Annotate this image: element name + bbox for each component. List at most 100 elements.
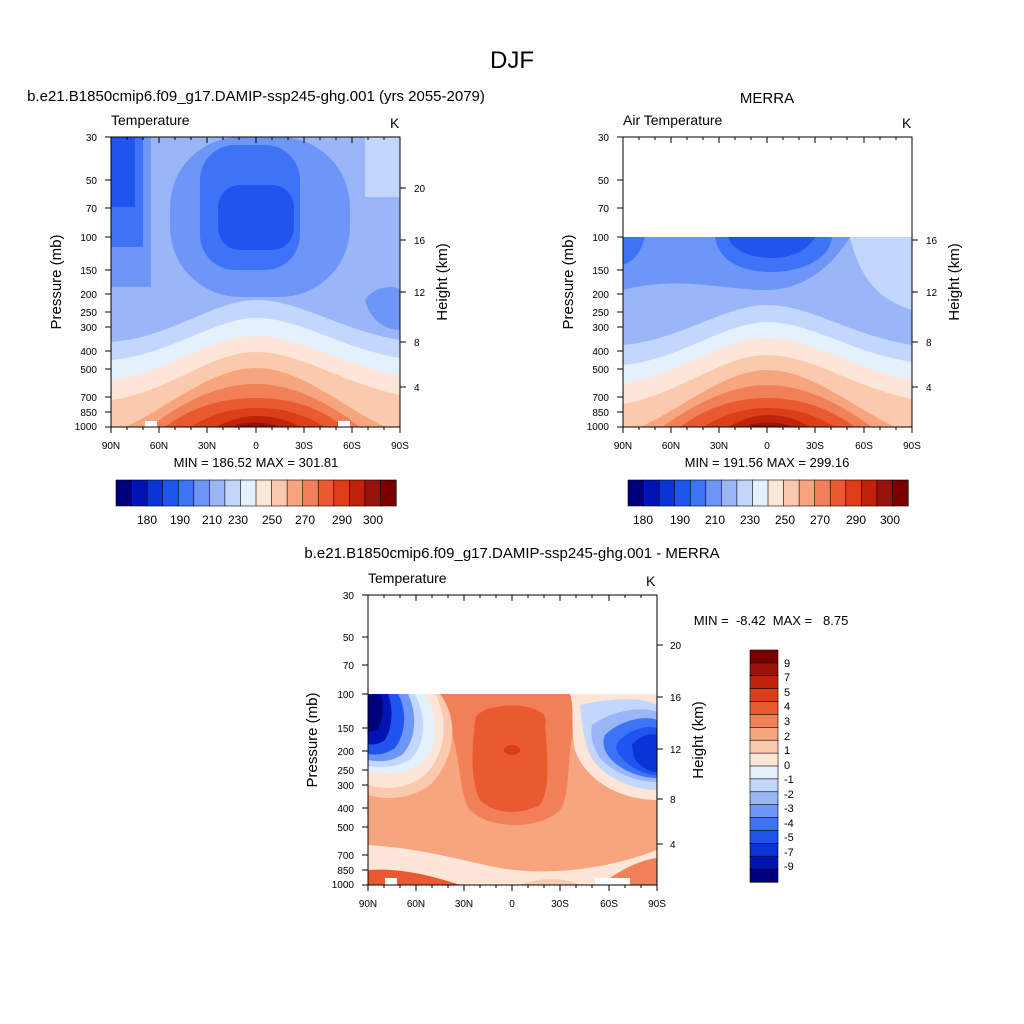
y-ticks-right [400, 187, 406, 388]
x-tick-label: 0 [509, 899, 515, 910]
panel-model-title: b.e21.B1850cmip6.f09_g17.DAMIP-ssp245-gh… [27, 88, 485, 105]
x-minor-ticks [383, 595, 642, 888]
y-ticks-right [657, 644, 663, 845]
y-tick-label: 250 [80, 308, 97, 319]
colorbar-swatch [115, 479, 133, 507]
colorbar-label: -2 [784, 789, 794, 801]
x-tick-label: 90N [359, 899, 377, 910]
colorbar-swatch [224, 479, 242, 507]
y-tick-label: 150 [337, 724, 354, 735]
y-tick-label: 70 [86, 204, 98, 215]
colorbar-swatch [814, 479, 831, 507]
x-ticks [110, 137, 401, 433]
colorbar-swatch [798, 479, 816, 507]
y-tick-label: 500 [80, 365, 97, 376]
y-tick-label: 30 [86, 133, 98, 144]
colorbar-swatch [749, 830, 779, 844]
colorbar-merra-labels: 180 190 210 230 250 270 290 300 [633, 513, 900, 527]
figure-title: DJF [490, 47, 534, 74]
field-layer [728, 415, 810, 427]
y-tick-label: 100 [337, 690, 354, 701]
panel-merra-title: MERRA [740, 90, 794, 107]
field-layer [111, 137, 135, 207]
y-ticks-left [105, 136, 111, 428]
y-right-tick-label: 16 [670, 693, 682, 704]
colorbar-label: 190 [170, 513, 190, 527]
field-layer [728, 237, 815, 258]
colorbar-label: 290 [846, 513, 866, 527]
y-right-tick-label: 4 [670, 840, 676, 851]
colorbar-label: 1 [784, 745, 790, 757]
y-tick-label: 400 [592, 347, 609, 358]
colorbar-swatch [783, 479, 800, 507]
colorbar-swatch [286, 479, 304, 507]
colorbar-swatch [162, 479, 179, 507]
x-tick-label: 0 [764, 441, 770, 452]
y-tick-label: 150 [592, 266, 609, 277]
x-tick-label: 30S [806, 441, 824, 452]
y-tick-label: 50 [598, 176, 610, 187]
colorbar-swatch [177, 479, 195, 507]
colorbar-swatch [749, 688, 779, 703]
colorbar-label: -5 [784, 832, 794, 844]
y-tick-label: 30 [343, 591, 355, 602]
x-tick-label: 30N [198, 441, 216, 452]
colorbar-swatch [333, 479, 350, 507]
colorbar-swatch [658, 479, 676, 507]
colorbar-label: 270 [295, 513, 315, 527]
y-tick-label: 1000 [587, 422, 610, 433]
colorbar-swatch [749, 714, 779, 728]
x-tick-label: 90N [614, 441, 632, 452]
colorbar-label: 5 [784, 687, 790, 699]
y-right-tick-label: 12 [670, 745, 682, 756]
field-layer [623, 237, 645, 265]
x-tick-label: 90N [102, 441, 120, 452]
colorbar-difference [749, 649, 779, 883]
colorbar-label: 250 [262, 513, 282, 527]
field-layer [504, 745, 520, 755]
y-tick-label: 300 [337, 781, 354, 792]
colorbar-label: 4 [784, 701, 790, 713]
x-tick-label: 30S [551, 899, 569, 910]
colorbar-swatch [749, 649, 779, 664]
y-right-tick-label: 16 [926, 236, 938, 247]
x-tick-label: 30N [455, 899, 473, 910]
colorbar-label: 270 [810, 513, 830, 527]
colorbar-swatch [240, 479, 257, 507]
field-layer [368, 694, 383, 732]
colorbar-swatch [627, 479, 645, 507]
colorbar-swatch [749, 804, 779, 819]
panel-merra-field [623, 237, 912, 427]
x-axis: 90N 60N 30N 0 30S 60S 90S [102, 441, 409, 452]
colorbar-label: 210 [202, 513, 222, 527]
y-axis-right: 20 16 12 8 4 [670, 641, 682, 851]
colorbar-swatch [271, 479, 288, 507]
panel-difference: b.e21.B1850cmip6.f09_g17.DAMIP-ssp245-gh… [304, 545, 848, 910]
y-axis-right-title: Height (km) [434, 243, 451, 321]
colorbar-swatch [749, 765, 779, 780]
colorbar-swatch [380, 479, 397, 507]
field-layer [632, 734, 657, 772]
y-tick-label: 50 [86, 176, 98, 187]
colorbar-swatch [829, 479, 847, 507]
y-tick-label: 1000 [75, 422, 98, 433]
x-tick-label: 30N [710, 441, 728, 452]
colorbar-label: 290 [332, 513, 352, 527]
colorbar-label: 3 [784, 716, 790, 728]
field-missing [338, 421, 350, 427]
y-tick-label: 30 [598, 133, 610, 144]
panel-merra-subtitle: Air Temperature [623, 112, 723, 128]
x-minor-ticks [638, 137, 897, 430]
panel-model: b.e21.B1850cmip6.f09_g17.DAMIP-ssp245-gh… [27, 88, 485, 527]
y-axis-title: Pressure (mb) [304, 692, 321, 787]
colorbar-swatch [749, 843, 779, 857]
colorbar-label: -3 [784, 803, 794, 815]
x-ticks [622, 137, 913, 433]
colorbar-label: 250 [775, 513, 795, 527]
colorbar-merra [627, 479, 909, 507]
colorbar-model-labels: 180 190 210 230 250 270 290 300 [137, 513, 383, 527]
y-ticks-left [617, 136, 623, 428]
colorbar-swatch [749, 778, 779, 793]
x-tick-label: 30S [295, 441, 313, 452]
y-right-tick-label: 20 [670, 641, 682, 652]
